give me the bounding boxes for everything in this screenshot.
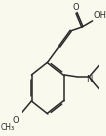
Text: O: O [73, 3, 79, 12]
Text: O: O [12, 116, 19, 125]
Text: N: N [86, 75, 92, 84]
Text: CH₃: CH₃ [0, 123, 15, 132]
Text: OH: OH [93, 11, 106, 20]
